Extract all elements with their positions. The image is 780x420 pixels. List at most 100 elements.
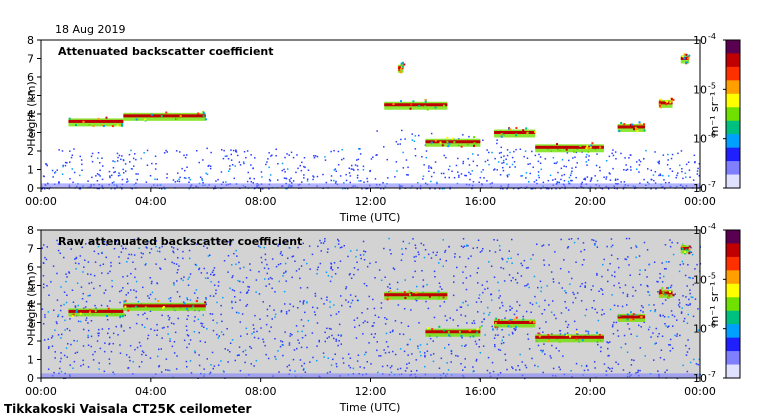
backscatter-marks [41,237,702,380]
y-tick-label: 4 [27,108,34,121]
noise-pixel [129,327,131,329]
noise-pixel [672,253,675,256]
noise-pixel [620,181,622,183]
noise-pixel [306,180,309,182]
noise-pixel [184,156,187,159]
noise-pixel [51,169,54,172]
noise-pixel [98,173,100,176]
noise-pixel [90,241,92,243]
noise-pixel [583,178,585,180]
noise-pixel [206,147,208,150]
noise-pixel [235,263,237,265]
noise-pixel [416,369,418,372]
noise-pixel [611,152,613,155]
noise-pixel [646,284,648,287]
noise-pixel [126,275,129,277]
cloud-pixel [590,144,593,147]
cloud-pixel [579,145,582,147]
noise-pixel [492,328,494,330]
noise-pixel [103,241,106,243]
noise-pixel [239,321,241,323]
cloud-layer [617,311,646,322]
noise-pixel [211,313,214,315]
noise-pixel [299,164,301,167]
noise-pixel [178,178,180,180]
noise-pixel [686,285,688,287]
noise-pixel [155,163,157,165]
noise-pixel [41,308,44,310]
noise-pixel [316,359,318,362]
noise-pixel [264,258,267,261]
noise-pixel [353,319,356,321]
noise-pixel [131,187,133,190]
noise-pixel [575,176,577,179]
noise-pixel [417,347,419,350]
noise-pixel [129,161,131,163]
noise-pixel [510,257,512,259]
noise-pixel [408,362,410,364]
noise-pixel [494,157,496,160]
noise-pixel [626,295,629,298]
noise-pixel [412,276,414,278]
noise-pixel [87,180,89,182]
noise-pixel [363,353,366,356]
noise-pixel [188,181,190,183]
colorbar-tick-exponent: -5 [708,81,716,90]
noise-pixel [266,315,269,317]
noise-pixel [188,276,191,278]
cloud-pixel [623,123,626,126]
noise-pixel [457,355,459,357]
noise-pixel [487,356,490,359]
noise-pixel [253,331,255,333]
noise-pixel [223,149,225,152]
noise-pixel [103,292,105,294]
noise-pixel [270,326,272,328]
cloud-pixel [472,335,475,338]
noise-pixel [233,177,235,180]
noise-pixel [690,246,692,249]
noise-pixel [544,353,546,355]
noise-pixel [374,277,376,279]
noise-pixel [334,273,337,275]
noise-pixel [240,335,242,337]
noise-pixel [138,341,141,344]
noise-pixel [125,247,127,250]
noise-pixel [289,303,291,305]
noise-pixel [539,280,542,283]
noise-pixel [614,151,617,153]
noise-pixel [509,166,511,168]
noise-pixel [540,290,542,293]
noise-pixel [245,305,247,307]
noise-pixel [363,282,366,285]
noise-pixel [289,333,292,335]
noise-pixel [667,153,669,156]
noise-pixel [43,339,46,341]
noise-pixel [460,173,463,175]
noise-pixel [665,268,667,270]
colorbar-tick-exponent: -4 [708,32,716,41]
noise-pixel [653,179,655,182]
cloud-pixel [618,130,621,133]
noise-pixel [621,305,624,308]
noise-pixel [237,154,239,157]
noise-pixel [329,301,331,303]
noise-pixel [281,341,284,343]
noise-pixel [313,311,316,313]
noise-pixel [133,238,136,241]
noise-pixel [408,242,410,245]
noise-pixel [462,246,464,249]
noise-pixel [559,368,561,371]
noise-pixel [137,314,139,316]
noise-pixel [434,161,437,163]
noise-pixel [646,181,649,184]
x-tick-label: 04:00 [135,385,167,398]
noise-pixel [366,177,368,180]
cloud-pixel [437,297,440,300]
noise-pixel [537,365,539,368]
noise-pixel [481,325,483,327]
cloud-layer-core [123,114,206,118]
noise-pixel [59,252,61,254]
noise-pixel [202,159,204,161]
noise-pixel [297,307,299,309]
